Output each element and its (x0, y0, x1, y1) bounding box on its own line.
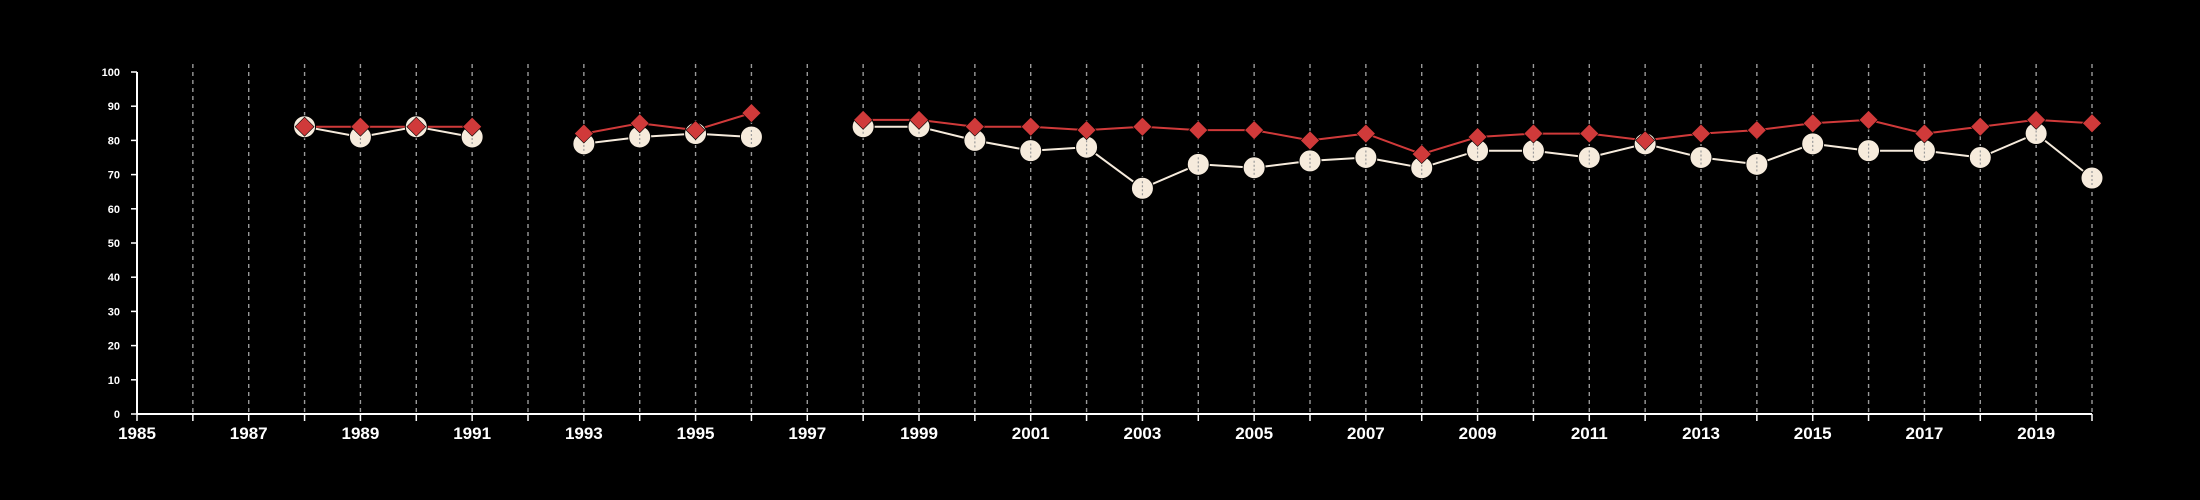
diamond-marker (853, 109, 874, 130)
diamond-marker (1076, 120, 1097, 141)
circle-marker (2080, 166, 2104, 190)
y-tick-label: 20 (108, 341, 120, 353)
diamond-marker (1746, 120, 1767, 141)
circle-marker (1801, 132, 1825, 156)
series-line (583, 112, 752, 135)
x-tick-label: 1985 (118, 424, 156, 443)
y-tick-label: 50 (108, 238, 120, 250)
x-tick-label: 1987 (230, 424, 268, 443)
x-tick-label: 1999 (900, 424, 938, 443)
diamond-marker (1188, 120, 1209, 141)
x-tick-label: 2019 (2017, 424, 2055, 443)
diamond-marker (909, 109, 929, 130)
diamond-marker (1467, 127, 1488, 147)
circle-marker (1298, 149, 1322, 173)
diamond-marker (1355, 123, 1376, 144)
diamond-marker (1691, 123, 1711, 144)
diamond-marker (1132, 116, 1153, 137)
diamond-marker (1635, 130, 1656, 151)
y-tick-label: 60 (108, 204, 120, 216)
circle-marker (1968, 146, 1992, 169)
diamond-marker (294, 116, 315, 137)
y-tick-label: 100 (102, 67, 120, 79)
circle-marker (1242, 156, 1266, 180)
y-tick-label: 0 (114, 409, 120, 421)
circle-marker (1019, 139, 1043, 163)
vertical-gridlines (192, 64, 2093, 414)
diamond-marker (350, 116, 371, 137)
circle-marker (1577, 146, 1601, 169)
diamond-marker (1300, 130, 1320, 151)
x-tick-label: 2017 (1906, 424, 1944, 443)
diamond-marker (964, 116, 985, 137)
x-tick-label: 2005 (1235, 424, 1273, 443)
circle-marker (1130, 176, 1154, 200)
circle-marker (1186, 152, 1210, 176)
diamond-marker (1411, 144, 1432, 165)
circle-marker (1745, 152, 1769, 176)
diamond-marker (741, 103, 762, 123)
y-tick-label: 90 (108, 101, 120, 113)
x-tick-label: 1997 (788, 424, 826, 443)
x-tick-label: 1989 (342, 424, 380, 443)
diamond-marker (1858, 109, 1879, 130)
x-tick-label: 2007 (1347, 424, 1385, 443)
x-tick-label: 2013 (1682, 424, 1720, 443)
y-tick-label: 30 (108, 306, 120, 318)
y-tick-label: 40 (108, 272, 120, 284)
x-tick-label: 1991 (453, 424, 491, 443)
diamond-marker (1523, 123, 1544, 144)
diamond-marker (2026, 109, 2047, 130)
diamond-marker (573, 123, 594, 144)
x-tick-label: 2015 (1794, 424, 1832, 443)
circle-marker (1354, 146, 1378, 169)
x-tick-label: 1993 (565, 424, 603, 443)
diamond-marker (2082, 113, 2102, 134)
circle-marker (1689, 146, 1713, 169)
diamond-marker (1020, 116, 1041, 137)
diamond-marker (1244, 120, 1265, 141)
circle-marker (1857, 139, 1881, 163)
diamond-marker (1914, 123, 1935, 144)
x-tick-label: 2001 (1012, 424, 1050, 443)
x-tick-label: 2003 (1124, 424, 1162, 443)
diamond-marker (1802, 113, 1823, 134)
diamond-marker (406, 116, 427, 137)
x-tick-label: 2011 (1571, 424, 1608, 443)
diamond-marker (685, 120, 706, 141)
axes: 0 10 20 30 40 50 60 70 80 90 100 1985 1987 1989 1991 19… (102, 67, 2093, 443)
circle-marker (739, 125, 763, 149)
y-tick-label: 10 (108, 375, 120, 387)
x-tick-label: 2009 (1459, 424, 1497, 443)
y-tick-label: 70 (108, 170, 120, 182)
diamond-marker (629, 113, 650, 134)
diamond-marker (1579, 123, 1600, 144)
series-line (304, 125, 473, 138)
diamond-marker (462, 116, 483, 137)
y-tick-label: 80 (108, 135, 120, 147)
data-series (293, 103, 2104, 200)
x-tick-label: 1995 (677, 424, 715, 443)
series-line (583, 132, 752, 145)
diamond-marker (1970, 116, 1991, 137)
